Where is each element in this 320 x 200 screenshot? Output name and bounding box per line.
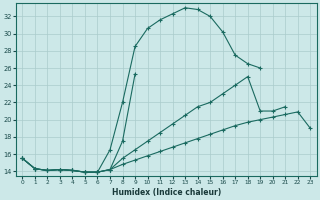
X-axis label: Humidex (Indice chaleur): Humidex (Indice chaleur)	[112, 188, 221, 197]
